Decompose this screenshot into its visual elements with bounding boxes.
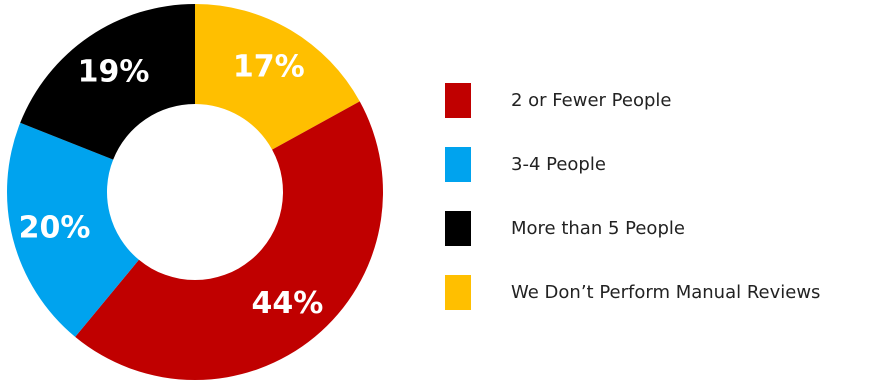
slice-labels: 17% 44% 20% 19% <box>19 50 324 322</box>
slice-label-we-don-t-perform-manual-reviews: 17% <box>233 50 305 85</box>
legend-item-more-than-5: More than 5 People <box>445 211 820 246</box>
legend-swatch-3-4 <box>445 147 471 182</box>
legend-item-2-or-fewer: 2 or Fewer People <box>445 83 820 118</box>
slice-label-2-or-fewer-people: 44% <box>252 286 324 321</box>
slice-more-than-5-people <box>20 4 195 160</box>
legend-item-no-manual-reviews: We Don’t Perform Manual Reviews <box>445 275 820 310</box>
legend-swatch-more-than-5 <box>445 211 471 246</box>
slice-2-or-fewer-people <box>75 101 383 380</box>
legend-label-2-or-fewer: 2 or Fewer People <box>511 90 672 111</box>
slice-3-4-people <box>7 122 139 337</box>
donut-slices <box>7 4 383 380</box>
slice-label-3-4-people: 20% <box>19 211 91 246</box>
legend-label-3-4: 3-4 People <box>511 154 606 175</box>
legend-swatch-2-or-fewer <box>445 83 471 118</box>
legend-label-no-manual-reviews: We Don’t Perform Manual Reviews <box>511 282 821 303</box>
legend-item-3-4: 3-4 People <box>445 147 820 182</box>
legend-swatch-no-manual-reviews <box>445 275 471 310</box>
chart-legend: 2 or Fewer People 3-4 People More than 5… <box>445 83 820 339</box>
legend-label-more-than-5: More than 5 People <box>511 218 685 239</box>
donut-chart: 17% 44% 20% 19% <box>7 4 383 380</box>
slice-label-more-than-5-people: 19% <box>78 55 150 90</box>
slice-we-don-t-perform-manual-reviews <box>195 4 360 150</box>
